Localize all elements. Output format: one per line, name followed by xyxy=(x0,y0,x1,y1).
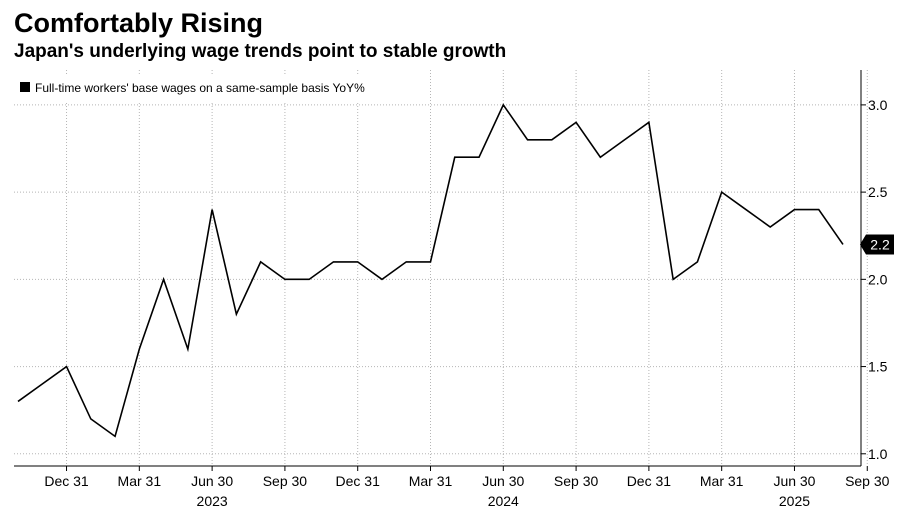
x-year-label: 2023 xyxy=(197,493,228,509)
x-year-label: 2024 xyxy=(488,493,519,509)
x-tick-label: Sep 30 xyxy=(554,473,599,489)
data-point xyxy=(574,120,578,124)
data-point xyxy=(744,208,748,212)
data-point xyxy=(307,277,311,281)
data-point xyxy=(162,277,166,281)
y-tick-label: 1.5 xyxy=(868,359,888,375)
x-tick-label: Dec 31 xyxy=(44,473,89,489)
data-point xyxy=(720,190,724,194)
last-value-label: 2.2 xyxy=(870,236,890,252)
x-tick-label: Sep 30 xyxy=(845,473,890,489)
series-line xyxy=(17,103,844,438)
data-point xyxy=(331,260,335,264)
data-point xyxy=(841,242,845,246)
data-point xyxy=(671,277,675,281)
data-point xyxy=(477,155,481,159)
x-tick-label: Mar 31 xyxy=(700,473,744,489)
y-tick-label: 1.0 xyxy=(868,446,888,462)
data-point xyxy=(647,120,651,124)
y-tick-label: 2.0 xyxy=(868,271,888,287)
x-tick-label: Mar 31 xyxy=(409,473,453,489)
data-point xyxy=(259,260,263,264)
x-tick-label: Mar 31 xyxy=(118,473,162,489)
data-point xyxy=(429,260,433,264)
data-point xyxy=(65,365,69,369)
legend-swatch xyxy=(20,82,30,92)
data-point xyxy=(792,208,796,212)
data-point xyxy=(16,399,20,403)
x-tick-label: Sep 30 xyxy=(263,473,308,489)
last-value-marker xyxy=(860,234,894,255)
x-year-label: 2025 xyxy=(779,493,810,509)
data-point xyxy=(113,434,117,438)
data-point xyxy=(453,155,457,159)
y-tick-label: 3.0 xyxy=(868,97,888,113)
grid-lines xyxy=(14,70,868,466)
data-point xyxy=(768,225,772,229)
data-point xyxy=(380,277,384,281)
legend-background xyxy=(14,74,418,102)
data-point xyxy=(501,103,505,107)
data-point xyxy=(40,382,44,386)
y-tick-label: 2.5 xyxy=(868,184,888,200)
data-point xyxy=(623,138,627,142)
data-point xyxy=(210,208,214,212)
data-point xyxy=(356,260,360,264)
legend-label: Full-time workers' base wages on a same-… xyxy=(35,81,365,95)
chart-subtitle: Japan's underlying wage trends point to … xyxy=(14,41,507,62)
chart-title: Comfortably Rising xyxy=(14,8,264,38)
data-point xyxy=(186,347,190,351)
y-axis-ticks: 1.0 1.5 2.0 2.5 3.0 xyxy=(861,97,888,462)
x-tick-label: Dec 31 xyxy=(336,473,381,489)
data-point xyxy=(817,208,821,212)
data-point xyxy=(137,347,141,351)
x-tick-label: Dec 31 xyxy=(627,473,672,489)
data-point xyxy=(404,260,408,264)
data-point xyxy=(283,277,287,281)
data-point xyxy=(89,417,93,421)
data-point xyxy=(234,312,238,316)
x-tick-label: Jun 30 xyxy=(773,473,815,489)
data-point xyxy=(695,260,699,264)
data-point xyxy=(526,138,530,142)
x-tick-label: Jun 30 xyxy=(191,473,233,489)
x-tick-label: Jun 30 xyxy=(482,473,524,489)
data-point xyxy=(598,155,602,159)
data-point xyxy=(550,138,554,142)
x-axis-ticks: Dec 31 Mar 31 Jun 30 Sep 30 Dec 31 Mar 31 Jun … xyxy=(44,466,890,509)
